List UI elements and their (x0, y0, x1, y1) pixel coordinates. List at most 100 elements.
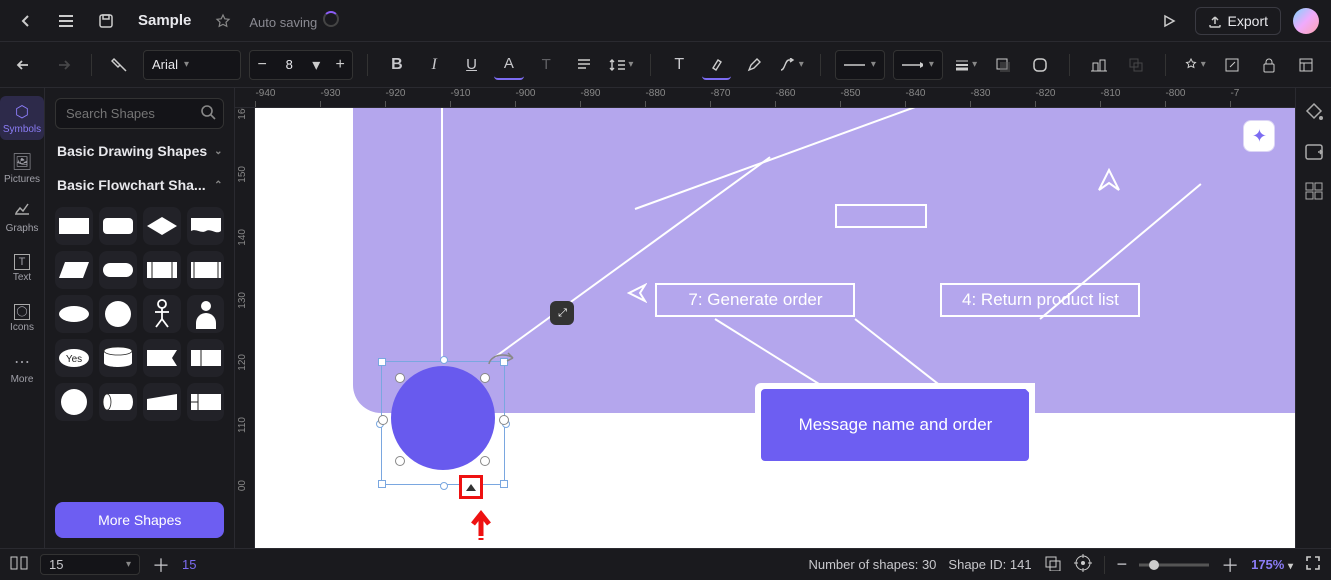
chevron-up-icon: ⌃ (214, 180, 222, 191)
font-color-icon[interactable]: A (494, 50, 523, 80)
shape-person[interactable] (187, 295, 225, 333)
rail-item-pictures[interactable]: 🖼Pictures (0, 146, 44, 190)
resize-handle[interactable] (440, 482, 448, 490)
shape-circle2[interactable] (55, 383, 93, 421)
diagram-canvas[interactable]: 7: Generate order 4: Return product list… (255, 108, 1295, 548)
grid-view-icon[interactable] (1305, 182, 1323, 205)
line-spacing-icon[interactable]: ▾ (606, 50, 635, 80)
rail-item-graphs[interactable]: Graphs (0, 196, 44, 240)
text-tool-icon[interactable]: T (665, 50, 694, 80)
layers-icon[interactable] (1292, 50, 1321, 80)
line-weight-icon[interactable]: ▾ (951, 50, 980, 80)
node-message-order[interactable]: Message name and order (755, 383, 1035, 467)
text-style-icon[interactable]: T (532, 50, 561, 80)
zoom-slider[interactable] (1139, 558, 1209, 572)
page-select[interactable]: 15▾ (40, 554, 140, 575)
float-button[interactable] (459, 475, 483, 499)
align-objects-icon[interactable] (1084, 50, 1113, 80)
rail-item-text[interactable]: TText (0, 246, 44, 290)
expand-handle[interactable]: ⤢ (550, 301, 574, 325)
shape-card[interactable] (187, 339, 225, 377)
shape-predefined2[interactable] (187, 251, 225, 289)
font-family-select[interactable]: Arial▾ (143, 50, 241, 80)
shape-document[interactable] (187, 207, 225, 245)
redo-icon[interactable] (47, 50, 76, 80)
font-size-stepper[interactable]: − 8 ▾ + (249, 50, 353, 80)
rotate-handle-icon[interactable] (485, 348, 525, 368)
resize-handle[interactable] (440, 356, 448, 364)
shape-parallelogram[interactable] (55, 251, 93, 289)
shape-cylinder-h[interactable] (99, 383, 137, 421)
undo-icon[interactable] (10, 50, 39, 80)
highlight-icon[interactable] (702, 50, 731, 80)
shape-capsule[interactable] (99, 251, 137, 289)
diagram-small-box[interactable] (835, 204, 927, 228)
bold-icon[interactable]: B (382, 50, 411, 80)
search-icon[interactable] (200, 104, 216, 123)
shadow-icon[interactable] (988, 50, 1017, 80)
node-return-product-list[interactable]: 4: Return product list (940, 283, 1140, 317)
shape-rounded-rect[interactable] (99, 207, 137, 245)
resize-handle[interactable] (378, 480, 386, 488)
shape-predefined[interactable] (143, 251, 181, 289)
shape-yes[interactable]: Yes (55, 339, 93, 377)
zoom-value[interactable]: 175% ▾ (1251, 557, 1293, 572)
node-generate-order[interactable]: 7: Generate order (655, 283, 855, 317)
import-icon[interactable] (1304, 143, 1324, 166)
resize-handle[interactable] (500, 480, 508, 488)
pages-icon[interactable] (10, 555, 28, 574)
connector-icon[interactable]: ▾ (777, 50, 806, 80)
back-icon[interactable] (12, 7, 40, 35)
edit-shape-icon[interactable] (1217, 50, 1246, 80)
shape-actor[interactable] (143, 295, 181, 333)
add-page-button[interactable]: ＋ (152, 552, 170, 578)
rail-item-more[interactable]: ⋯More (0, 346, 44, 390)
more-shapes-button[interactable]: More Shapes (55, 502, 224, 538)
zoom-in-button[interactable]: ＋ (1221, 552, 1239, 578)
line-style-select[interactable]: ▾ (835, 50, 885, 80)
group-icon[interactable] (1121, 50, 1150, 80)
shape-database[interactable] (99, 339, 137, 377)
shapes-count-label: Number of shapes: 30 (808, 557, 936, 572)
underline-icon[interactable]: U (457, 50, 486, 80)
align-icon[interactable] (569, 50, 598, 80)
arrow-style-select[interactable]: ▾ (893, 50, 943, 80)
shape-circle[interactable] (99, 295, 137, 333)
pen-icon[interactable] (739, 50, 768, 80)
format-painter-icon[interactable] (106, 50, 135, 80)
lock-icon[interactable] (1254, 50, 1283, 80)
decrease-button[interactable]: − (250, 56, 274, 74)
resize-handle[interactable] (378, 358, 386, 366)
export-button[interactable]: Export (1195, 7, 1281, 35)
save-icon[interactable] (92, 7, 120, 35)
category-basic-drawing[interactable]: Basic Drawing Shapes⌄ (55, 139, 224, 163)
increase-button[interactable]: + (328, 56, 352, 74)
star-icon[interactable] (209, 7, 237, 35)
menu-icon[interactable] (52, 7, 80, 35)
play-icon[interactable] (1155, 7, 1183, 35)
shape-rectangle[interactable] (55, 207, 93, 245)
shape-loop[interactable] (187, 383, 225, 421)
rounded-icon[interactable] (1026, 50, 1055, 80)
layers-status-icon[interactable] (1044, 555, 1062, 574)
italic-icon[interactable]: I (420, 50, 449, 80)
target-icon[interactable] (1074, 554, 1092, 575)
shape-flag[interactable] (143, 339, 181, 377)
category-basic-flowchart[interactable]: Basic Flowchart Sha...⌃ (55, 173, 224, 197)
header-bar: Sample Auto saving Export (0, 0, 1331, 42)
ai-sparkle-button[interactable]: ✦ (1243, 120, 1275, 152)
fullscreen-icon[interactable] (1305, 555, 1321, 574)
search-input[interactable] (55, 98, 224, 129)
rail-item-icons[interactable]: ◯Icons (0, 296, 44, 340)
avatar[interactable] (1293, 8, 1319, 34)
page-indicator: 15 (182, 557, 196, 572)
fill-icon[interactable] (1304, 102, 1324, 127)
toolbar: Arial▾ − 8 ▾ + B I U A T ▾ T ▾ ▾ ▾ ▾ ▾ (0, 42, 1331, 88)
shape-ellipse[interactable] (55, 295, 93, 333)
rail-item-symbols[interactable]: ⬡Symbols (0, 96, 44, 140)
effects-icon[interactable]: ▾ (1180, 50, 1209, 80)
symbols-icon: ⬡ (15, 102, 29, 122)
shape-manual-input[interactable] (143, 383, 181, 421)
shape-diamond[interactable] (143, 207, 181, 245)
zoom-out-button[interactable]: − (1117, 554, 1128, 575)
